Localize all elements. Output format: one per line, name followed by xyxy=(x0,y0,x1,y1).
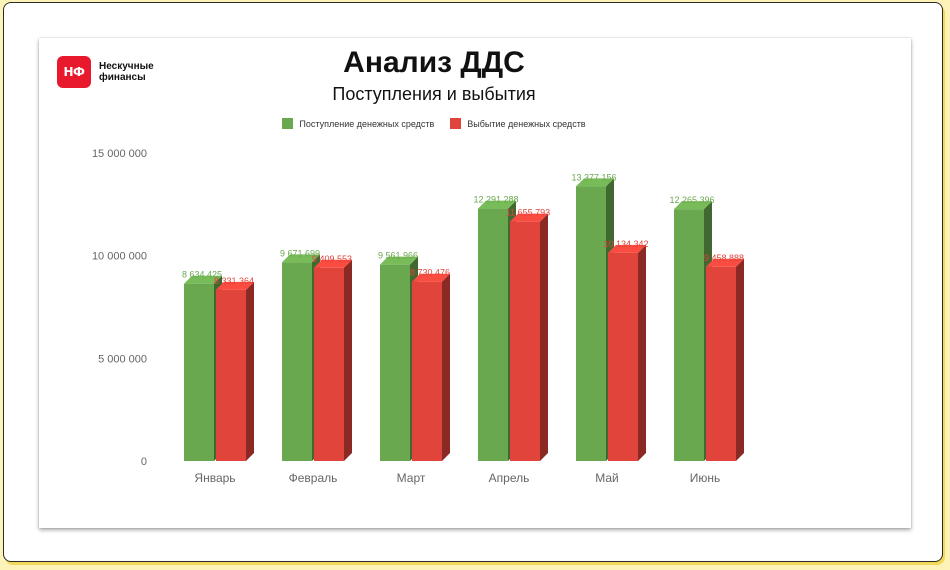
bar-outflow xyxy=(412,281,442,461)
bar-side-outflow xyxy=(540,213,548,461)
legend-swatch-outflow xyxy=(450,118,462,129)
legend-label-income: Поступление денежных средств xyxy=(299,118,435,129)
legend-item-outflow: Выбытие денежных средств xyxy=(450,118,586,129)
bar-income xyxy=(282,262,312,461)
data-label-income: 12 291 288 xyxy=(473,195,518,205)
bar-top-outflow xyxy=(706,258,744,267)
chart-card: НФ Нескучные финансы Анализ ДДС Поступле… xyxy=(39,38,911,528)
bar-chart: 0 5 000 000 10 000 000 15 000 000 Январь 8 63… xyxy=(92,148,744,485)
logo-badge: НФ xyxy=(57,56,91,88)
bar-top-income xyxy=(674,201,712,210)
y-tick-label: 15 000 000 xyxy=(92,148,147,160)
data-label-income: 8 634 425 xyxy=(182,270,222,280)
logo-text: Нескучные финансы xyxy=(99,61,189,83)
chart-legend: Поступление денежных средств Выбытие ден… xyxy=(39,118,829,129)
legend-item-income: Поступление денежных средств xyxy=(282,118,434,129)
legend-label-outflow: Выбытие денежных средств xyxy=(467,118,586,129)
bar-outflow xyxy=(706,266,736,461)
data-label-income: 12 265 396 xyxy=(669,195,714,205)
data-label-income: 13 377 156 xyxy=(571,172,616,182)
bar-outflow xyxy=(314,267,344,461)
logo-line-1: Нескучные xyxy=(99,61,154,72)
data-label-outflow: 11 655 793 xyxy=(506,208,550,218)
x-tick-label: Апрель xyxy=(489,471,530,485)
data-label-outflow: 9 458 888 xyxy=(704,253,744,263)
bar-top-outflow xyxy=(412,273,450,282)
bar-outflow xyxy=(510,221,540,461)
bar-outflow xyxy=(216,289,246,461)
bar-income xyxy=(380,264,410,461)
bar-top-outflow xyxy=(216,281,254,290)
bar-top-outflow xyxy=(608,244,646,253)
x-tick-label: Июнь xyxy=(690,471,721,485)
page-frame: НФ Нескучные финансы Анализ ДДС Поступле… xyxy=(3,2,943,562)
data-label-outflow: 8 331 364 xyxy=(214,276,254,286)
logo-line-2: финансы xyxy=(99,72,146,83)
bar-outflow xyxy=(608,252,638,461)
bar-top-income xyxy=(478,200,516,209)
bar-top-income xyxy=(282,254,320,263)
data-label-outflow: 10 134 342 xyxy=(603,239,648,249)
bar-side-outflow xyxy=(246,281,254,461)
data-label-income: 9 671 699 xyxy=(280,248,320,258)
y-tick-label: 0 xyxy=(141,456,147,468)
bar-side-outflow xyxy=(442,273,450,461)
data-label-outflow: 8 730 476 xyxy=(410,268,450,278)
chart-title: Анализ ДДС xyxy=(343,46,525,79)
x-tick-label: Май xyxy=(595,471,619,485)
x-tick-label: Март xyxy=(397,471,426,485)
data-label-outflow: 9 409 553 xyxy=(312,254,352,264)
y-tick-label: 10 000 000 xyxy=(92,251,147,263)
bar-income xyxy=(478,208,508,461)
data-label-income: 9 561 966 xyxy=(378,251,418,261)
x-tick-label: Январь xyxy=(194,471,235,485)
bar-side-outflow xyxy=(736,258,744,461)
bar-side-outflow xyxy=(638,244,646,461)
bar-income xyxy=(184,283,214,461)
bar-income xyxy=(674,209,704,461)
legend-swatch-income xyxy=(282,118,294,129)
y-tick-label: 5 000 000 xyxy=(98,353,147,365)
bar-top-income xyxy=(576,178,614,187)
bar-top-income xyxy=(380,256,418,265)
bar-top-outflow xyxy=(314,259,352,268)
bar-top-income xyxy=(184,275,222,284)
chart-subtitle: Поступления и выбытия xyxy=(332,84,536,104)
bar-side-outflow xyxy=(344,259,352,461)
bar-income xyxy=(576,186,606,462)
bar-top-outflow xyxy=(510,213,548,222)
x-tick-label: Февраль xyxy=(289,471,338,485)
